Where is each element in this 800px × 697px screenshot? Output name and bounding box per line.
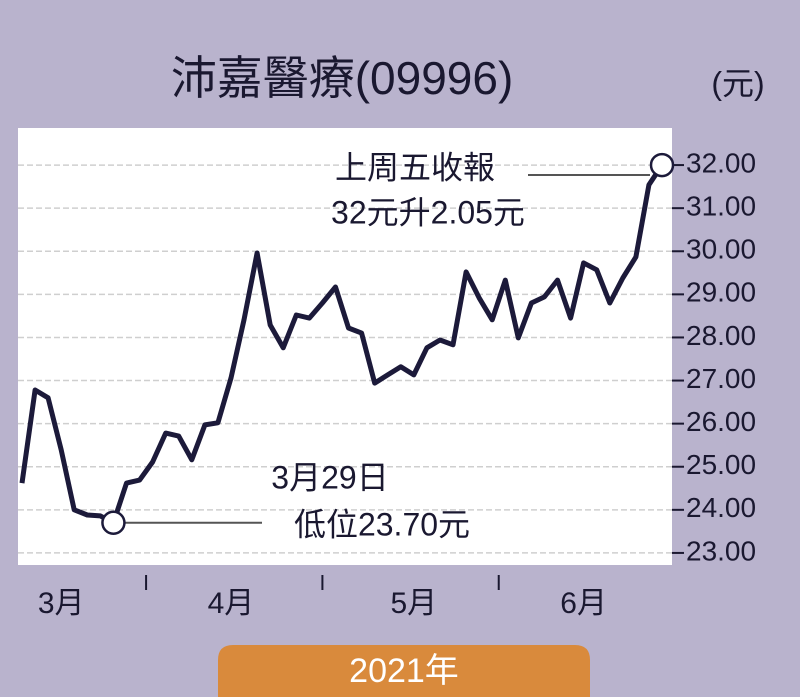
x-tick-label: 5月 (390, 587, 437, 620)
y-tick-label: 23.00 (686, 535, 756, 566)
y-tick-label: 28.00 (686, 320, 756, 351)
annotation: 低位23.70元 (294, 506, 470, 542)
highlight-point (649, 152, 675, 178)
y-tick-label: 27.00 (686, 363, 756, 394)
y-tick-label: 26.00 (686, 406, 756, 437)
y-tick-label: 31.00 (686, 191, 756, 222)
annotation: 32元升2.05元 (331, 194, 525, 230)
y-tick-label: 25.00 (686, 449, 756, 480)
x-tick-label: 3月 (38, 587, 85, 620)
unit-label: (元) (711, 65, 764, 101)
plot-area (18, 128, 672, 565)
highlight-point (101, 510, 126, 536)
year-banner (218, 645, 590, 697)
y-tick-label: 29.00 (686, 277, 756, 308)
x-tick-label: 6月 (560, 587, 607, 620)
y-tick-label: 32.00 (686, 147, 756, 178)
x-axis-label: 2021年 (349, 652, 459, 690)
y-tick-label: 30.00 (686, 234, 756, 265)
chart-title: 沛嘉醫療(09996) (171, 52, 514, 104)
price-line (19, 163, 665, 526)
annotation: 3月29日 (271, 459, 388, 495)
x-tick-label: 4月 (208, 587, 255, 620)
annotation: 上周五收報 (335, 149, 495, 185)
y-tick-label: 24.00 (686, 492, 756, 523)
